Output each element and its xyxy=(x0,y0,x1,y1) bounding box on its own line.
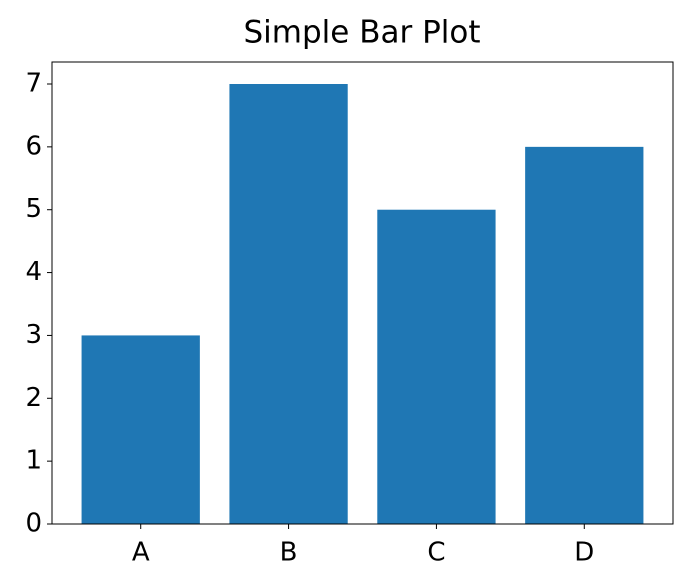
x-tick-label: D xyxy=(574,538,594,568)
y-tick-label: 7 xyxy=(25,69,42,99)
y-tick-label: 4 xyxy=(25,257,42,287)
chart-title: Simple Bar Plot xyxy=(244,15,481,51)
x-tick-label: A xyxy=(132,538,150,568)
bar xyxy=(81,335,200,524)
y-tick-label: 6 xyxy=(25,131,42,161)
plot-frame xyxy=(51,61,674,525)
y-tick-label: 2 xyxy=(25,383,42,413)
bar xyxy=(377,209,496,524)
y-tick-label: 1 xyxy=(25,446,42,476)
bar xyxy=(525,146,644,524)
x-tick-label: B xyxy=(280,538,298,568)
bar xyxy=(229,84,348,524)
y-tick-label: 0 xyxy=(25,509,42,539)
x-tick-label: C xyxy=(427,538,445,568)
y-tick-label: 3 xyxy=(25,320,42,350)
y-tick-label: 5 xyxy=(25,194,42,224)
